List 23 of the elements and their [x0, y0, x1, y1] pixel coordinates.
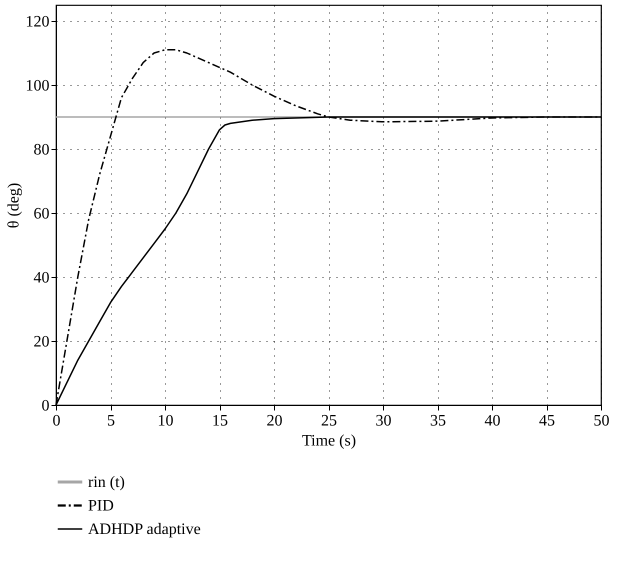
x-tick-label: 20	[266, 412, 282, 430]
x-tick-label: 45	[539, 412, 555, 430]
x-tick-label: 50	[594, 412, 610, 430]
x-tick-label: 40	[484, 412, 500, 430]
y-axis-title: θ (deg)	[6, 182, 22, 228]
x-tick-label: 5	[107, 412, 115, 430]
x-tick-label: 30	[376, 412, 392, 430]
legend-label: ADHDP adaptive	[88, 521, 201, 538]
legend-label: PID	[88, 498, 114, 514]
x-tick-label: 35	[430, 412, 446, 430]
y-tick-label: 20	[34, 334, 50, 350]
y-tick-label: 120	[26, 14, 50, 30]
y-tick-label: 60	[34, 206, 50, 222]
x-tick-label: 0	[52, 412, 60, 430]
x-tick-label: 15	[212, 412, 228, 430]
x-tick-label: 25	[321, 412, 337, 430]
y-tick-label: 80	[34, 142, 50, 158]
y-tick-label: 0	[42, 398, 50, 414]
y-tick-label: 100	[26, 78, 50, 94]
x-axis-title: Time (s)	[302, 432, 356, 450]
x-tick-label: 10	[158, 412, 174, 430]
y-tick-label: 40	[34, 270, 50, 286]
legend-label: rin (t)	[88, 474, 125, 491]
